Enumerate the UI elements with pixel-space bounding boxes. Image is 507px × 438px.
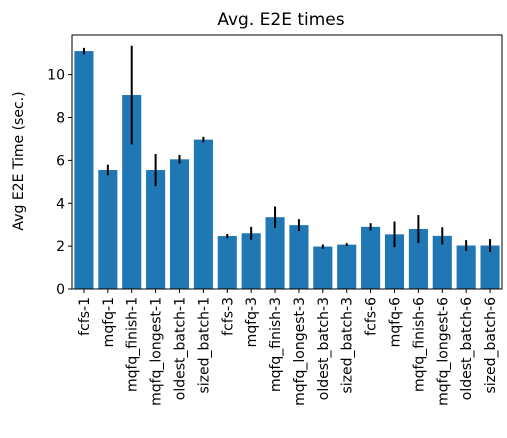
bar-sized_batch-3 [337, 244, 357, 289]
bar-mqfq_longest-6 [432, 235, 452, 289]
x-tick-label: mqfq_longest-1 [149, 297, 165, 406]
bar-mqfq_longest-3 [289, 225, 309, 289]
x-tick-label: mqfq_finish-1 [125, 297, 141, 392]
bar-mqfq_finish-1 [122, 95, 142, 289]
bars-group [74, 51, 500, 289]
y-tick-label: 4 [56, 196, 65, 212]
x-tick-label: mqfq-6 [388, 297, 404, 347]
x-tick-label: fcfs-6 [364, 297, 380, 336]
x-tick-label: mqfq-1 [101, 297, 117, 347]
x-tick-label: oldest_batch-1 [173, 297, 189, 400]
x-tick-label: mqfq_finish-3 [268, 297, 284, 392]
y-tick-label: 10 [47, 68, 65, 84]
bar-oldest_batch-1 [169, 159, 190, 289]
x-tick-label: fcfs-3 [220, 297, 236, 336]
bar-sized_batch-1 [193, 139, 213, 289]
y-axis: 0 2 4 6 8 10 [47, 68, 72, 298]
y-tick-label: 8 [56, 111, 65, 127]
bar-fcfs-1 [74, 51, 94, 289]
x-tick-label: mqfq_longest-3 [292, 297, 308, 406]
x-tick-label: mqfq_finish-6 [411, 297, 427, 392]
plot-frame [71, 34, 503, 290]
y-axis-label: Avg E2E Time (sec.) [11, 91, 27, 230]
x-tick-label: mqfq_longest-6 [435, 297, 451, 406]
x-tick-label: fcfs-1 [77, 297, 93, 336]
bar-oldest_batch-3 [313, 246, 333, 289]
x-tick-label: sized_batch-3 [340, 297, 356, 394]
x-axis: fcfs-1 mqfq-1 mqfq_finish-1 mqfq_longest-1 o… [77, 289, 499, 406]
bar-mqfq_longest-1 [146, 170, 166, 289]
x-tick-label: mqfq-3 [244, 297, 260, 347]
y-tick-label: 6 [56, 153, 65, 169]
error-bars-group [82, 45, 492, 252]
bar-fcfs-3 [217, 236, 237, 289]
x-tick-label: sized_batch-1 [196, 297, 212, 394]
bar-mqfq-6 [384, 234, 405, 289]
x-tick-label: sized_batch-6 [483, 297, 499, 394]
bar-mqfq-3 [241, 233, 261, 289]
bar-mqfq_finish-6 [408, 228, 428, 289]
x-tick-label: oldest_batch-3 [316, 297, 332, 400]
y-tick-label: 2 [56, 239, 65, 255]
y-tick-label: 0 [56, 282, 65, 298]
bar-mqfq_finish-3 [265, 217, 285, 289]
x-tick-label: oldest_batch-6 [459, 297, 475, 400]
bar-fcfs-6 [361, 226, 381, 289]
bar-sized_batch-6 [480, 245, 500, 289]
chart-title: Avg. E2E times [217, 10, 344, 30]
bar-oldest_batch-6 [456, 245, 476, 289]
bar-mqfq-1 [98, 170, 118, 289]
